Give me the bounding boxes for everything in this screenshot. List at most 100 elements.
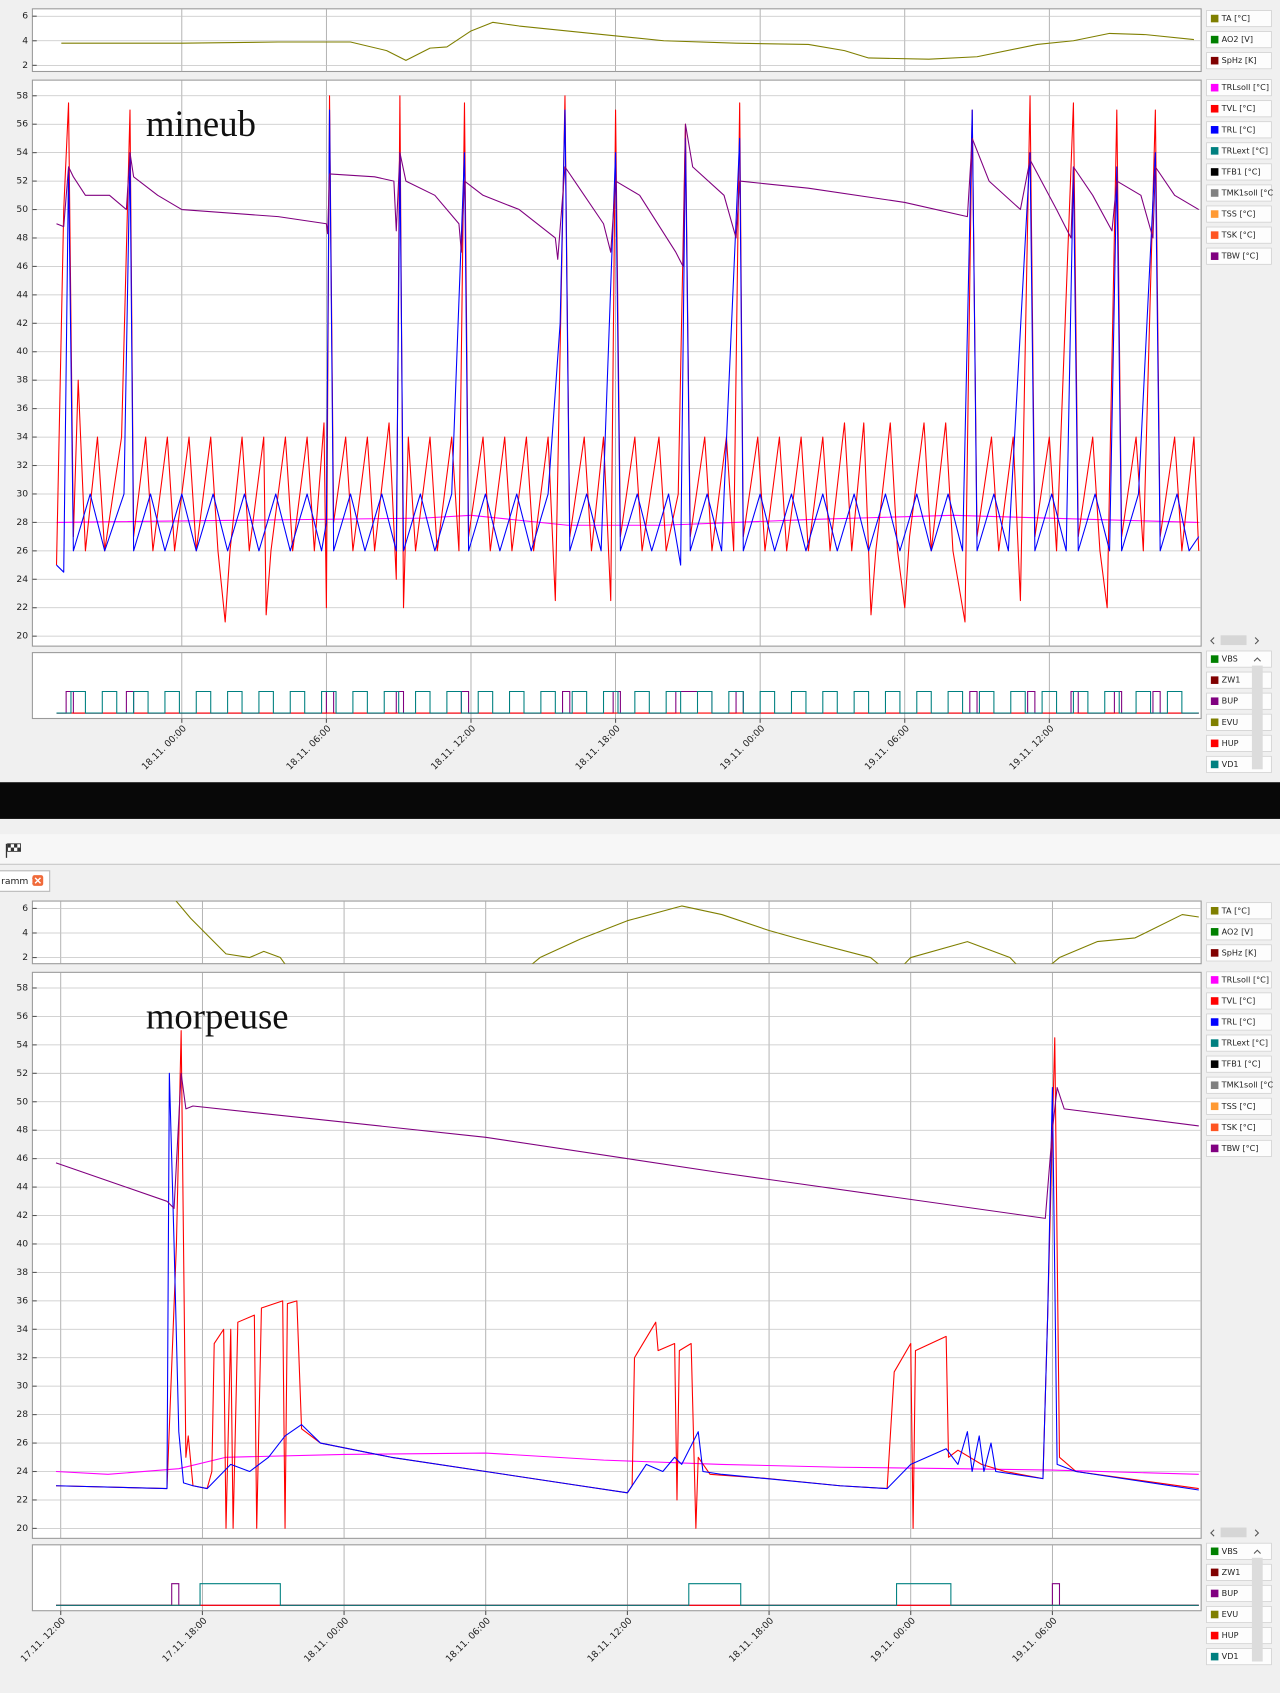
scroll-up[interactable] [1253,657,1261,662]
y-tick-label: 36 [16,403,28,414]
scroll-right[interactable] [1254,637,1260,645]
tab-close-x [34,877,42,884]
series-line [61,21,1194,61]
plot [32,80,1202,647]
y-tick-label: 26 [16,1438,28,1449]
legend-label: AO2 [V] [1222,926,1253,936]
legend-swatch [1210,676,1219,684]
legend-label: VD1 [1222,759,1239,769]
legend-item [1206,10,1272,28]
legend-item [1206,100,1272,118]
y-tick-label: 2 [22,952,28,963]
annotation: morpeuse [146,995,289,1036]
y-tick-label: 54 [16,147,28,158]
legend-swatch [1210,231,1219,239]
y-tick-label: 52 [16,1068,28,1079]
legend-label: TSK [°C] [1221,1122,1256,1132]
state-line [56,1583,1199,1606]
legend-item [1206,650,1272,668]
legend-item [1206,1034,1272,1052]
legend-label: SpHz [K] [1222,55,1257,65]
legend-item [1206,142,1272,160]
plot-panel [31,8,1202,73]
legend-swatch [1210,1123,1219,1132]
legend-swatch [1210,210,1219,218]
legend-label: HUP [1222,1630,1239,1640]
y-tick-label: 38 [16,375,28,386]
scroll-thumb[interactable] [1220,635,1247,646]
y-tick-label: 26 [16,545,28,556]
y-tick-label: 6 [22,11,28,22]
flag-icon[interactable] [5,843,21,858]
legend-swatch [1210,1610,1219,1619]
legend-label: TBW [°C] [1221,251,1259,261]
legend-item [1206,1542,1272,1560]
legend-item [1206,79,1272,97]
legend-item [1206,205,1272,223]
legend-item [1206,1055,1272,1073]
legend-swatch [1210,928,1219,936]
legend-label: TSS [°C] [1221,209,1256,219]
legend-label: VBS [1222,1546,1238,1556]
legend-swatch [1210,1589,1219,1598]
flag-check [14,843,18,848]
legend-swatch [1210,35,1219,44]
y-tick-label: 20 [16,631,28,642]
y-tick-label: 42 [16,318,28,329]
legend-label: TVL [°C] [1221,103,1256,113]
y-tick-label: 20 [16,1523,28,1534]
legend-label: EVU [1222,717,1239,727]
legend-swatch [1210,949,1219,957]
legend-label: ZW1 [1222,1567,1241,1577]
legend-swatch [1210,739,1219,748]
y-tick-label: 44 [16,1182,28,1193]
scroll-right[interactable] [1254,1529,1260,1537]
scroll-track[interactable] [1251,665,1263,770]
plot [32,901,1202,964]
plot [32,8,1202,72]
legend-label: TFB1 [°C] [1221,1059,1261,1069]
legend-label: TA [°C] [1221,905,1250,915]
plot-panel [31,79,1202,647]
legend-label: TBW [°C] [1221,1143,1259,1153]
series-line [55,95,1200,623]
legend-item [1206,163,1272,181]
legend-label: TRLext [°C] [1221,1038,1268,1048]
y-tick-label: 30 [16,1381,28,1392]
legend-item [1206,184,1272,202]
legend-label: TRLsoll [°C] [1221,974,1269,984]
flag-check [10,847,15,852]
legend-label: AO2 [V] [1222,34,1253,44]
legend-item [1206,1139,1272,1157]
flag-check [7,843,11,848]
legend-label: TSS [°C] [1221,1101,1256,1111]
legend-item [1206,247,1272,265]
scroll-left[interactable] [1210,1529,1215,1537]
legend-item [1206,902,1272,920]
y-tick-label: 34 [16,432,28,443]
legend-label: TVL [°C] [1221,995,1256,1005]
legend-swatch [1210,1631,1219,1640]
y-tick-label: 56 [16,119,28,130]
legend-swatch [1210,760,1219,769]
scroll-track[interactable] [1251,1557,1263,1662]
y-tick-label: 40 [16,1238,28,1249]
y-tick-label: 58 [16,982,28,993]
plot [56,652,1199,719]
legend-swatch [1210,997,1219,1005]
legend-label: TSK [°C] [1221,230,1256,240]
y-tick-label: 2 [22,60,28,71]
legend-item [1206,944,1272,962]
scroll-up[interactable] [1253,1549,1261,1554]
legend-swatch [1210,252,1219,260]
legend-label: TFB1 [°C] [1221,166,1261,176]
scroll-thumb[interactable] [1220,1527,1247,1538]
y-tick-label: 52 [16,176,28,187]
series-line [56,109,1200,573]
plot [32,972,1202,1539]
y-tick-label: 4 [22,35,28,46]
legend-swatch [1210,1018,1219,1026]
scroll-left[interactable] [1210,637,1215,645]
series-line [175,901,1199,964]
